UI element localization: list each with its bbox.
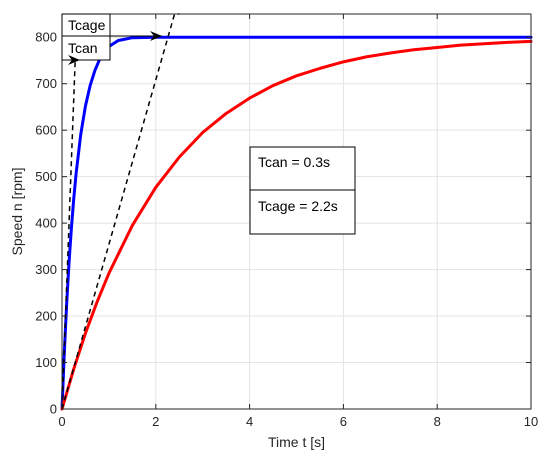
- x-tick-label: 6: [340, 414, 347, 429]
- y-tick-label: 100: [35, 355, 57, 370]
- x-tick-label: 10: [524, 414, 538, 429]
- series-line-1: [60, 39, 533, 411]
- tcan-arrowhead: [68, 55, 80, 65]
- y-tick-label: 600: [35, 123, 57, 138]
- y-tick-label: 300: [35, 262, 57, 277]
- x-tick-label: 0: [58, 414, 65, 429]
- y-tick-label: 400: [35, 216, 57, 231]
- y-tick-label: 500: [35, 169, 57, 184]
- y-tick-label: 200: [35, 309, 57, 324]
- annotations: Tcage Tcan Tcan = 0.3s Tcage = 2.2s: [61, 13, 356, 235]
- info-tcan: Tcan = 0.3s: [258, 154, 330, 170]
- x-tick-label: 4: [246, 414, 253, 429]
- x-tick-label: 8: [434, 414, 441, 429]
- series-curves: [60, 35, 533, 411]
- y-tick-label: 0: [50, 402, 57, 417]
- tcage-arrowhead: [150, 31, 162, 41]
- x-tick-label: 2: [152, 414, 159, 429]
- y-tick-label: 800: [35, 30, 57, 45]
- y-axis-label: Speed n [rpm]: [9, 168, 25, 256]
- y-tick-label: 700: [35, 76, 57, 91]
- tcan-label: Tcan: [68, 40, 98, 56]
- tcage-label: Tcage: [68, 17, 106, 33]
- series-line-0: [60, 35, 533, 411]
- tangent-line-1: [61, 13, 180, 410]
- info-tcage: Tcage = 2.2s: [258, 198, 338, 214]
- x-axis-label: Time t [s]: [268, 434, 325, 450]
- axes-box: [61, 13, 532, 410]
